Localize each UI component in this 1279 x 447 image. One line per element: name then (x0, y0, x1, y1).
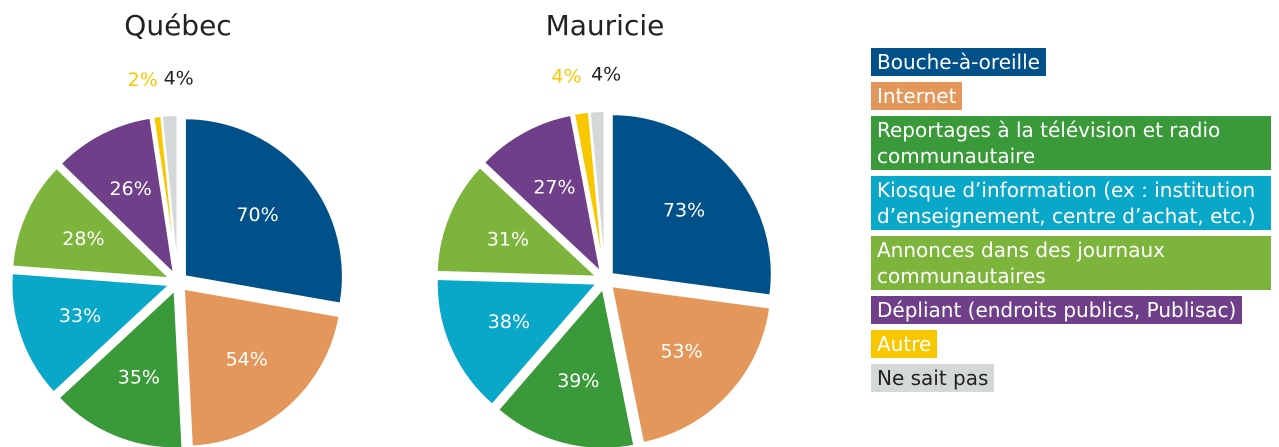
chart-title: Mauricie (546, 9, 665, 42)
legend-entry: Bouche-à-oreille (871, 48, 1046, 76)
data-label: 27% (533, 176, 575, 198)
data-label: 53% (660, 340, 702, 362)
pie-slice (496, 286, 636, 447)
pie-slice (435, 165, 600, 278)
pie-slice (11, 166, 173, 280)
pie-slice (10, 272, 172, 394)
pie-slice (588, 110, 606, 272)
legend-entry: Autre (871, 330, 938, 358)
legend-entry: Reportages à la télévision et radio comm… (871, 116, 1271, 170)
legend-entry: Internet (871, 82, 963, 110)
pie-slice (435, 277, 599, 407)
legend-entry: Ne sait pas (871, 364, 995, 392)
pie-slice (57, 288, 184, 447)
data-label: 4% (552, 65, 582, 87)
data-label: 4% (164, 68, 194, 90)
pie-slice (183, 117, 344, 305)
data-label: 26% (110, 178, 152, 200)
legend: Bouche-à-oreille Internet Reportages à la … (871, 48, 1271, 398)
legend-entry: Dépliant (endroits publics, Publisac) (871, 296, 1243, 324)
data-label: 70% (236, 204, 278, 226)
pie-slice (610, 113, 773, 297)
data-label: 28% (62, 228, 104, 250)
chart-title: Québec (124, 9, 231, 42)
pie-slice (610, 284, 772, 445)
data-label: 39% (557, 370, 599, 392)
data-label: 33% (59, 305, 101, 327)
data-label: 54% (226, 348, 268, 370)
legend-entry: Annonces dans des journaux communautaire… (871, 236, 1271, 290)
data-label: 38% (488, 311, 530, 333)
data-label: 4% (591, 64, 621, 86)
data-label: 2% (128, 69, 158, 91)
data-label: 35% (118, 367, 160, 389)
data-label: 31% (487, 228, 529, 250)
pie-slice (182, 287, 341, 447)
pie-slice (482, 113, 603, 275)
pie-slice (160, 114, 179, 274)
legend-entry: Kiosque d’information (ex : institution … (871, 176, 1271, 230)
charts: Québec 70% 54% 35% 33% 28% 26% 2% 4% Mauricie 73% 5… (10, 9, 773, 447)
data-label: 73% (663, 199, 705, 221)
pie-slice (59, 116, 176, 277)
